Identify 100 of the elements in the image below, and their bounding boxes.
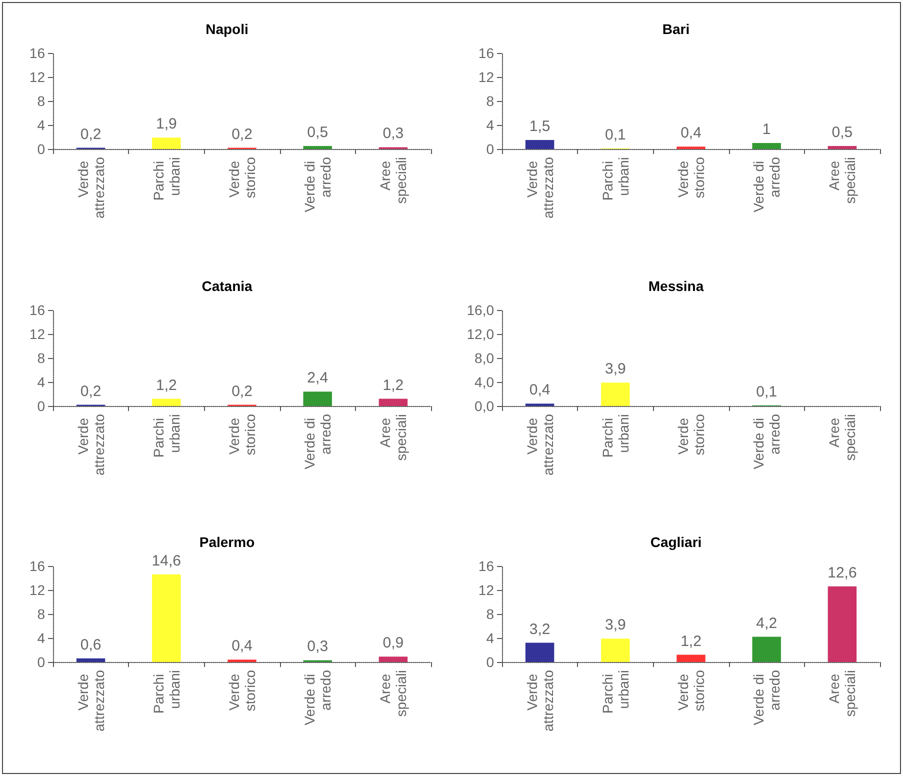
bar: [600, 638, 630, 662]
bar: [378, 656, 408, 662]
y-tick-label: 12: [478, 582, 494, 598]
y-tick-label: 8,0: [474, 350, 494, 366]
y-tick-label: 0: [486, 141, 494, 157]
data-label: 0,5: [831, 124, 852, 141]
bar: [524, 140, 554, 149]
y-tick-label: 16,0: [466, 302, 494, 318]
bar: [676, 655, 705, 662]
y-tick-label: 16: [29, 558, 46, 574]
chart-title: Cagliari: [650, 534, 702, 550]
data-label: 0,1: [756, 383, 777, 400]
bar: [228, 660, 256, 662]
y-tick-label: 0: [37, 654, 46, 670]
data-label: 0,3: [382, 125, 404, 142]
bar: [303, 391, 332, 406]
x-tick-label: Aree speciali: [377, 414, 410, 460]
x-tick-label: Verde storico: [226, 670, 258, 712]
x-tick-label: Aree speciali: [826, 414, 858, 460]
data-label: 0,4: [528, 381, 550, 398]
x-tick-label: Parchi urbani: [598, 670, 631, 714]
y-tick-label: 16: [29, 302, 46, 318]
y-tick-label: 0: [37, 398, 46, 414]
data-label: 1,2: [156, 376, 177, 394]
x-tick-label: Verde di arredo: [302, 156, 334, 212]
y-tick-label: 4: [486, 117, 494, 133]
chart-title: Palermo: [199, 534, 255, 550]
x-tick-label: Verde attrezzato: [523, 156, 556, 218]
bar: [827, 586, 856, 662]
bar: [76, 658, 106, 662]
y-tick-label: 8: [37, 93, 46, 109]
y-tick-label: 16: [478, 558, 494, 574]
y-tick-label: 8: [37, 606, 46, 622]
x-tick-label: Aree speciali: [377, 157, 410, 204]
x-tick-label: Aree speciali: [826, 157, 858, 204]
chart-title: Napoli: [206, 21, 248, 37]
bar: [827, 146, 856, 149]
bar: [524, 403, 554, 406]
data-label: 3,9: [604, 616, 626, 634]
data-label: 1,2: [382, 376, 404, 394]
data-label: 12,6: [827, 564, 856, 582]
y-tick-label: 8: [37, 350, 46, 366]
data-label: 0,4: [680, 124, 701, 142]
y-tick-label: 12: [29, 582, 46, 598]
x-tick-label: Verde attrezzato: [74, 670, 107, 732]
x-tick-label: Parchi urbani: [150, 157, 182, 201]
x-tick-label: Aree speciali: [826, 670, 858, 718]
chart-title: Bari: [662, 21, 690, 37]
x-tick-label: Parchi urbani: [598, 157, 631, 201]
y-tick-label: 12: [29, 69, 46, 85]
data-label: 3,2: [528, 621, 550, 638]
bar: [152, 574, 181, 662]
x-tick-label: Parchi urbani: [598, 414, 631, 458]
y-tick-label: 12: [29, 326, 46, 342]
data-label: 0,4: [232, 638, 252, 655]
x-tick-label: Verde di arredo: [750, 156, 782, 212]
y-tick-label: 4: [37, 374, 46, 390]
bar: [752, 143, 780, 149]
x-tick-label: Verde di arredo: [750, 670, 782, 726]
y-tick-label: 12,0: [466, 326, 494, 342]
y-tick-label: 16: [478, 45, 494, 61]
bar: [152, 398, 181, 406]
bar: [524, 643, 554, 662]
data-label: 1: [762, 121, 770, 138]
bar: [752, 637, 780, 662]
data-label: 2,4: [307, 369, 328, 386]
data-label: 0,2: [80, 382, 102, 400]
bar: [152, 138, 181, 149]
data-label: 4,2: [756, 615, 777, 632]
y-tick-label: 4: [37, 117, 46, 133]
x-tick-label: Verde storico: [674, 156, 706, 198]
data-label: 0,2: [232, 382, 252, 400]
y-tick-label: 4: [486, 630, 494, 646]
x-tick-label: Verde storico: [674, 413, 706, 455]
y-tick-label: 8: [486, 93, 494, 109]
data-label: 1,5: [528, 118, 550, 135]
x-tick-label: Verde storico: [226, 156, 258, 198]
x-tick-label: Parchi urbani: [150, 414, 182, 458]
chart-title: Messina: [648, 278, 704, 294]
data-label: 0,5: [307, 124, 328, 141]
y-tick-label: 4,0: [474, 374, 494, 390]
y-tick-label: 0: [37, 141, 46, 157]
y-tick-label: 0,0: [474, 398, 494, 414]
x-tick-label: Verde attrezzato: [523, 413, 556, 476]
data-label: 1,2: [680, 633, 701, 650]
bar: [600, 382, 630, 406]
x-tick-label: Verde attrezzato: [74, 413, 107, 476]
data-label: 0,3: [307, 638, 328, 656]
y-tick-label: 8: [486, 606, 494, 622]
x-tick-label: Parchi urbani: [150, 670, 182, 714]
data-label: 3,9: [604, 360, 626, 378]
data-label: 0,9: [382, 634, 404, 652]
x-tick-label: Verde di arredo: [750, 413, 782, 469]
x-tick-label: Verde attrezzato: [523, 670, 556, 732]
x-tick-label: Verde storico: [674, 670, 706, 712]
data-label: 0,6: [80, 636, 102, 654]
x-tick-label: Verde storico: [226, 413, 258, 455]
data-label: 0,1: [604, 126, 626, 144]
data-label: 0,2: [232, 126, 252, 143]
x-tick-label: Aree speciali: [377, 670, 410, 718]
